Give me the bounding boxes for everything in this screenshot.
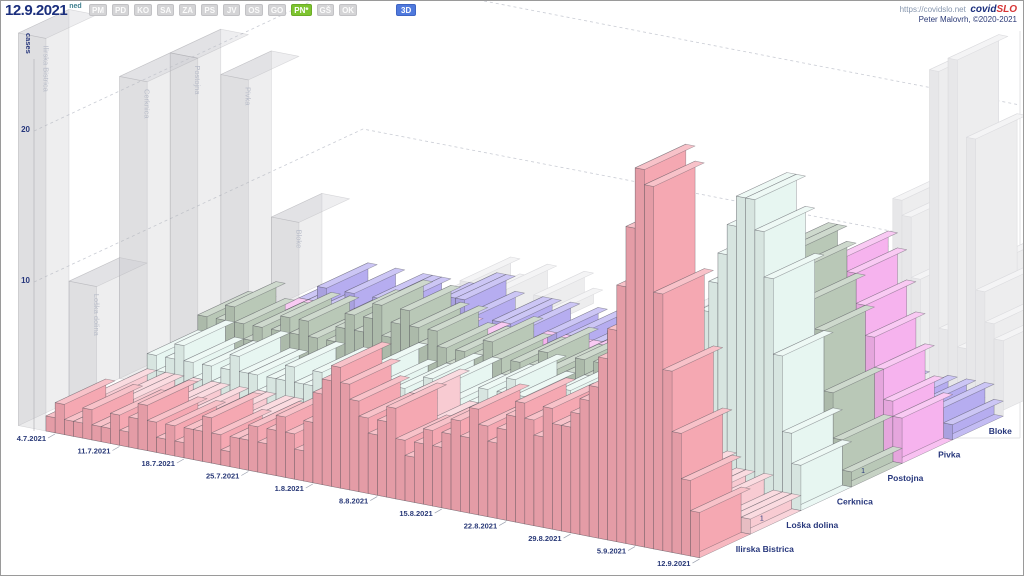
region-button-ps[interactable]: PS [201, 4, 219, 16]
region-button-jv[interactable]: JV [223, 4, 241, 16]
svg-text:Pivka: Pivka [244, 87, 253, 106]
svg-text:10: 10 [21, 276, 30, 285]
svg-text:Postojna: Postojna [193, 65, 202, 95]
region-button-bar: PM PD KO SA ZA PS JV OS GO PN* GŠ OK [89, 4, 358, 16]
svg-text:Loška dolina: Loška dolina [92, 294, 101, 337]
value-axis: cases 10 20 [21, 33, 33, 285]
region-button-ko[interactable]: KO [134, 4, 153, 16]
region-button-pm[interactable]: PM [89, 4, 107, 16]
region-button-ok[interactable]: OK [339, 4, 358, 16]
svg-text:Postojna: Postojna [887, 473, 923, 483]
svg-text:29.8.2021: 29.8.2021 [528, 534, 561, 543]
current-date: 12.9.2021 [5, 2, 68, 19]
author-credit: Peter Malovrh, ©2020-2021 [918, 15, 1017, 24]
svg-text:12.9.2021: 12.9.2021 [657, 559, 690, 568]
svg-text:18.7.2021: 18.7.2021 [142, 459, 175, 468]
svg-text:Ilirska Bistrica: Ilirska Bistrica [41, 46, 50, 93]
region-button-gs[interactable]: GŠ [316, 4, 335, 16]
value-labels: 11 [760, 468, 865, 522]
weekday-label: ned [69, 3, 82, 10]
ghost-series-labels: Ilirska Bistrica Loška dolina Cerknica Post… [41, 46, 303, 337]
brand-covid: covid [970, 4, 997, 15]
date-axis: 4.7.2021 11.7.2021 18.7.2021 25.7.2021 1.8.2… [17, 433, 700, 568]
series-row-ilirska-bistrica [18, 9, 751, 559]
svg-text:Ilirska Bistrica: Ilirska Bistrica [736, 544, 794, 554]
svg-text:Cerknica: Cerknica [837, 497, 873, 507]
credits-block: https://covidslo.net covidSLO Peter Malo… [900, 3, 1017, 25]
svg-text:Loška dolina: Loška dolina [786, 520, 838, 530]
region-button-za[interactable]: ZA [179, 4, 197, 16]
region-button-os[interactable]: OS [245, 4, 263, 16]
svg-text:20: 20 [21, 125, 30, 134]
svg-text:22.8.2021: 22.8.2021 [464, 522, 497, 531]
svg-text:Bloke: Bloke [294, 230, 303, 249]
brand-slo: SLO [996, 4, 1017, 15]
svg-text:1: 1 [861, 468, 865, 475]
svg-text:Cerknica: Cerknica [142, 89, 151, 119]
credits-line-1: https://covidslo.net covidSLO [900, 3, 1017, 15]
svg-text:1: 1 [760, 515, 764, 522]
toolbar: 12.9.2021 ned PM PD KO SA ZA PS JV OS GO PN* GŠ OK 3… [1, 1, 1023, 25]
series-labels: Ilirska Bistrica Loška dolina Cerknica Post… [736, 426, 1012, 554]
current-date-block: 12.9.2021 ned [5, 2, 82, 20]
svg-text:5.9.2021: 5.9.2021 [597, 547, 626, 556]
region-button-pn[interactable]: PN* [291, 4, 312, 16]
svg-text:25.7.2021: 25.7.2021 [206, 472, 239, 481]
region-button-go[interactable]: GO [267, 4, 287, 16]
region-button-pd[interactable]: PD [112, 4, 130, 16]
svg-text:1.8.2021: 1.8.2021 [275, 484, 304, 493]
svg-text:8.8.2021: 8.8.2021 [339, 497, 368, 506]
svg-text:15.8.2021: 15.8.2021 [399, 509, 432, 518]
svg-text:cases: cases [24, 33, 33, 54]
svg-text:4.7.2021: 4.7.2021 [17, 434, 46, 443]
site-url-link[interactable]: https://covidslo.net [899, 5, 966, 14]
svg-text:Pivka: Pivka [938, 449, 960, 459]
region-button-sa[interactable]: SA [157, 4, 175, 16]
svg-text:Bloke: Bloke [989, 426, 1012, 436]
mode-3d-button[interactable]: 3D [396, 4, 417, 16]
svg-text:11.7.2021: 11.7.2021 [77, 447, 110, 456]
